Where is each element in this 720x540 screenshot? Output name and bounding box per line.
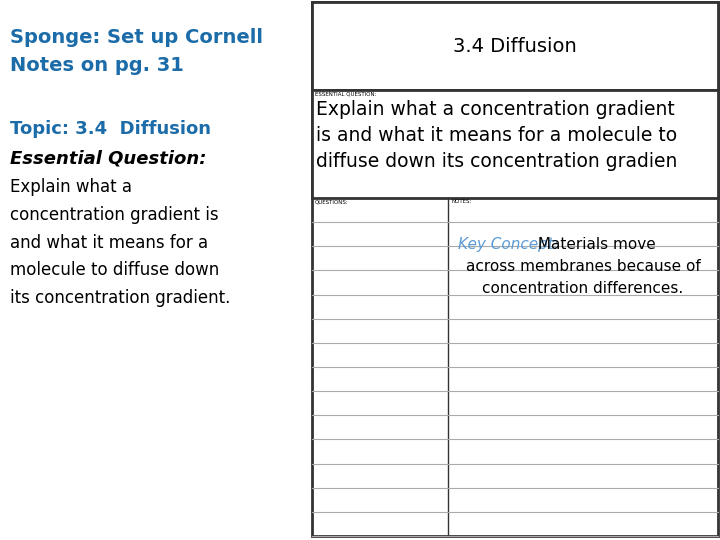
Bar [312, 2, 718, 90]
Text: is and what it means for a molecule to: is and what it means for a molecule to [316, 126, 677, 145]
Text: diffuse down its concentration gradien: diffuse down its concentration gradien [316, 152, 678, 171]
Text: NOTES:: NOTES: [451, 199, 472, 204]
Text: Topic: 3.4  Diffusion: Topic: 3.4 Diffusion [10, 120, 211, 138]
Text: Sponge: Set up Cornell: Sponge: Set up Cornell [10, 28, 263, 47]
Text: concentration differences.: concentration differences. [482, 281, 683, 295]
Text: Explain what a concentration gradient: Explain what a concentration gradient [316, 100, 675, 119]
Text: Key Concept:: Key Concept: [458, 237, 559, 252]
Text: Materials move: Materials move [533, 237, 656, 252]
Bar [312, 90, 718, 198]
Bar [312, 2, 718, 536]
Text: Explain what a
concentration gradient is
and what it means for a
molecule to dif: Explain what a concentration gradient is… [10, 178, 230, 307]
Text: Notes on pg. 31: Notes on pg. 31 [10, 56, 184, 75]
Text: across membranes because of: across membranes because of [466, 259, 701, 274]
Text: QUESTIONS:: QUESTIONS: [315, 199, 348, 204]
Text: ESSENTIAL QUESTION:: ESSENTIAL QUESTION: [315, 92, 377, 97]
Text: Essential Question:: Essential Question: [10, 150, 207, 168]
Text: 3.4 Diffusion: 3.4 Diffusion [453, 37, 577, 56]
